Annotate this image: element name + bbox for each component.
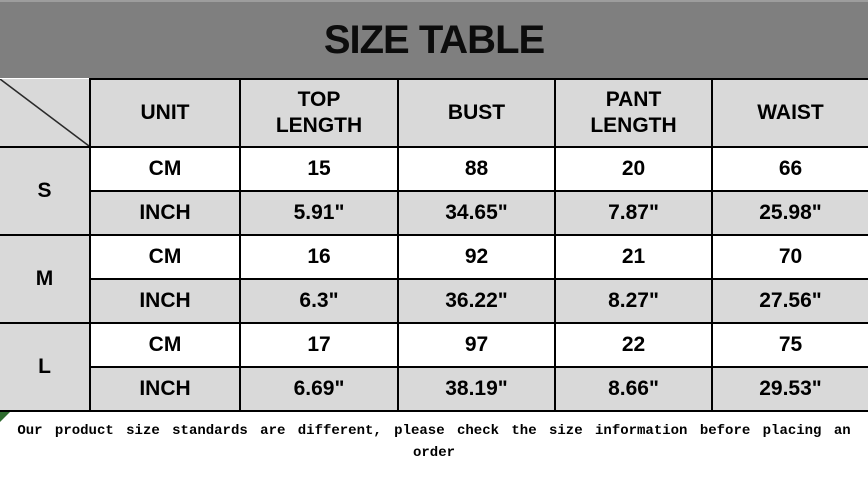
column-header-bust: BUST <box>397 78 556 148</box>
table-cell: 66 <box>711 146 868 192</box>
unit-cell: CM <box>89 322 241 368</box>
unit-cell: INCH <box>89 190 241 236</box>
table-cell: 34.65" <box>397 190 556 236</box>
table-row: INCH 6.3" 36.22" 8.27" 27.56" <box>0 278 868 324</box>
note-area: Our product size standards are different… <box>0 412 868 481</box>
table-row: INCH 6.69" 38.19" 8.66" 29.53" <box>0 366 868 412</box>
column-header-pant-length-label: PANT LENGTH <box>590 87 677 137</box>
column-header-top-length-label: TOP LENGTH <box>275 87 363 137</box>
diagonal-corner-cell <box>0 79 91 148</box>
table-cell: 17 <box>239 322 399 368</box>
diagonal-line-icon <box>0 79 88 145</box>
column-header-top-length: TOP LENGTH <box>239 78 399 148</box>
table-cell: 70 <box>711 234 868 280</box>
table-cell: 38.19" <box>397 366 556 412</box>
table-cell: 92 <box>397 234 556 280</box>
table-row: L CM 17 97 22 75 <box>0 322 868 412</box>
table-cell: 25.98" <box>711 190 868 236</box>
note-text: Our product size standards are different… <box>17 423 851 461</box>
table-cell: 36.22" <box>397 278 556 324</box>
table-cell: 6.3" <box>239 278 399 324</box>
table-cell: 97 <box>397 322 556 368</box>
unit-cell: CM <box>89 146 241 192</box>
size-label-m: M <box>0 234 91 324</box>
unit-cell: INCH <box>89 366 241 412</box>
size-label-l: L <box>0 322 91 412</box>
cell-corner-marker-icon <box>0 412 10 422</box>
page-title: SIZE TABLE <box>323 17 545 62</box>
table-cell: 16 <box>239 234 399 280</box>
column-header-waist: WAIST <box>711 78 868 148</box>
table-cell: 29.53" <box>711 366 868 412</box>
table-row: S CM 15 88 20 66 <box>0 146 868 236</box>
table-cell: 8.66" <box>554 366 713 412</box>
table-row: INCH 5.91" 34.65" 7.87" 25.98" <box>0 190 868 236</box>
table-cell: 5.91" <box>239 190 399 236</box>
header-row: UNIT TOP LENGTH BUST PANT LENGTH WAIST <box>0 78 868 148</box>
size-label-s: S <box>0 146 91 236</box>
title-top-strip <box>0 0 868 2</box>
table-cell: 7.87" <box>554 190 713 236</box>
column-header-unit: UNIT <box>89 78 241 148</box>
unit-cell: CM <box>89 234 241 280</box>
size-table: UNIT TOP LENGTH BUST PANT LENGTH WAIST S… <box>0 78 868 412</box>
title-bar: SIZE TABLE <box>0 0 868 78</box>
table-cell: 20 <box>554 146 713 192</box>
table-cell: 15 <box>239 146 399 192</box>
table-row: M CM 16 92 21 70 <box>0 234 868 324</box>
table-cell: 27.56" <box>711 278 868 324</box>
table-cell: 21 <box>554 234 713 280</box>
table-cell: 8.27" <box>554 278 713 324</box>
table-cell: 88 <box>397 146 556 192</box>
table-cell: 75 <box>711 322 868 368</box>
table-cell: 22 <box>554 322 713 368</box>
table-cell: 6.69" <box>239 366 399 412</box>
column-header-pant-length: PANT LENGTH <box>554 78 713 148</box>
unit-cell: INCH <box>89 278 241 324</box>
